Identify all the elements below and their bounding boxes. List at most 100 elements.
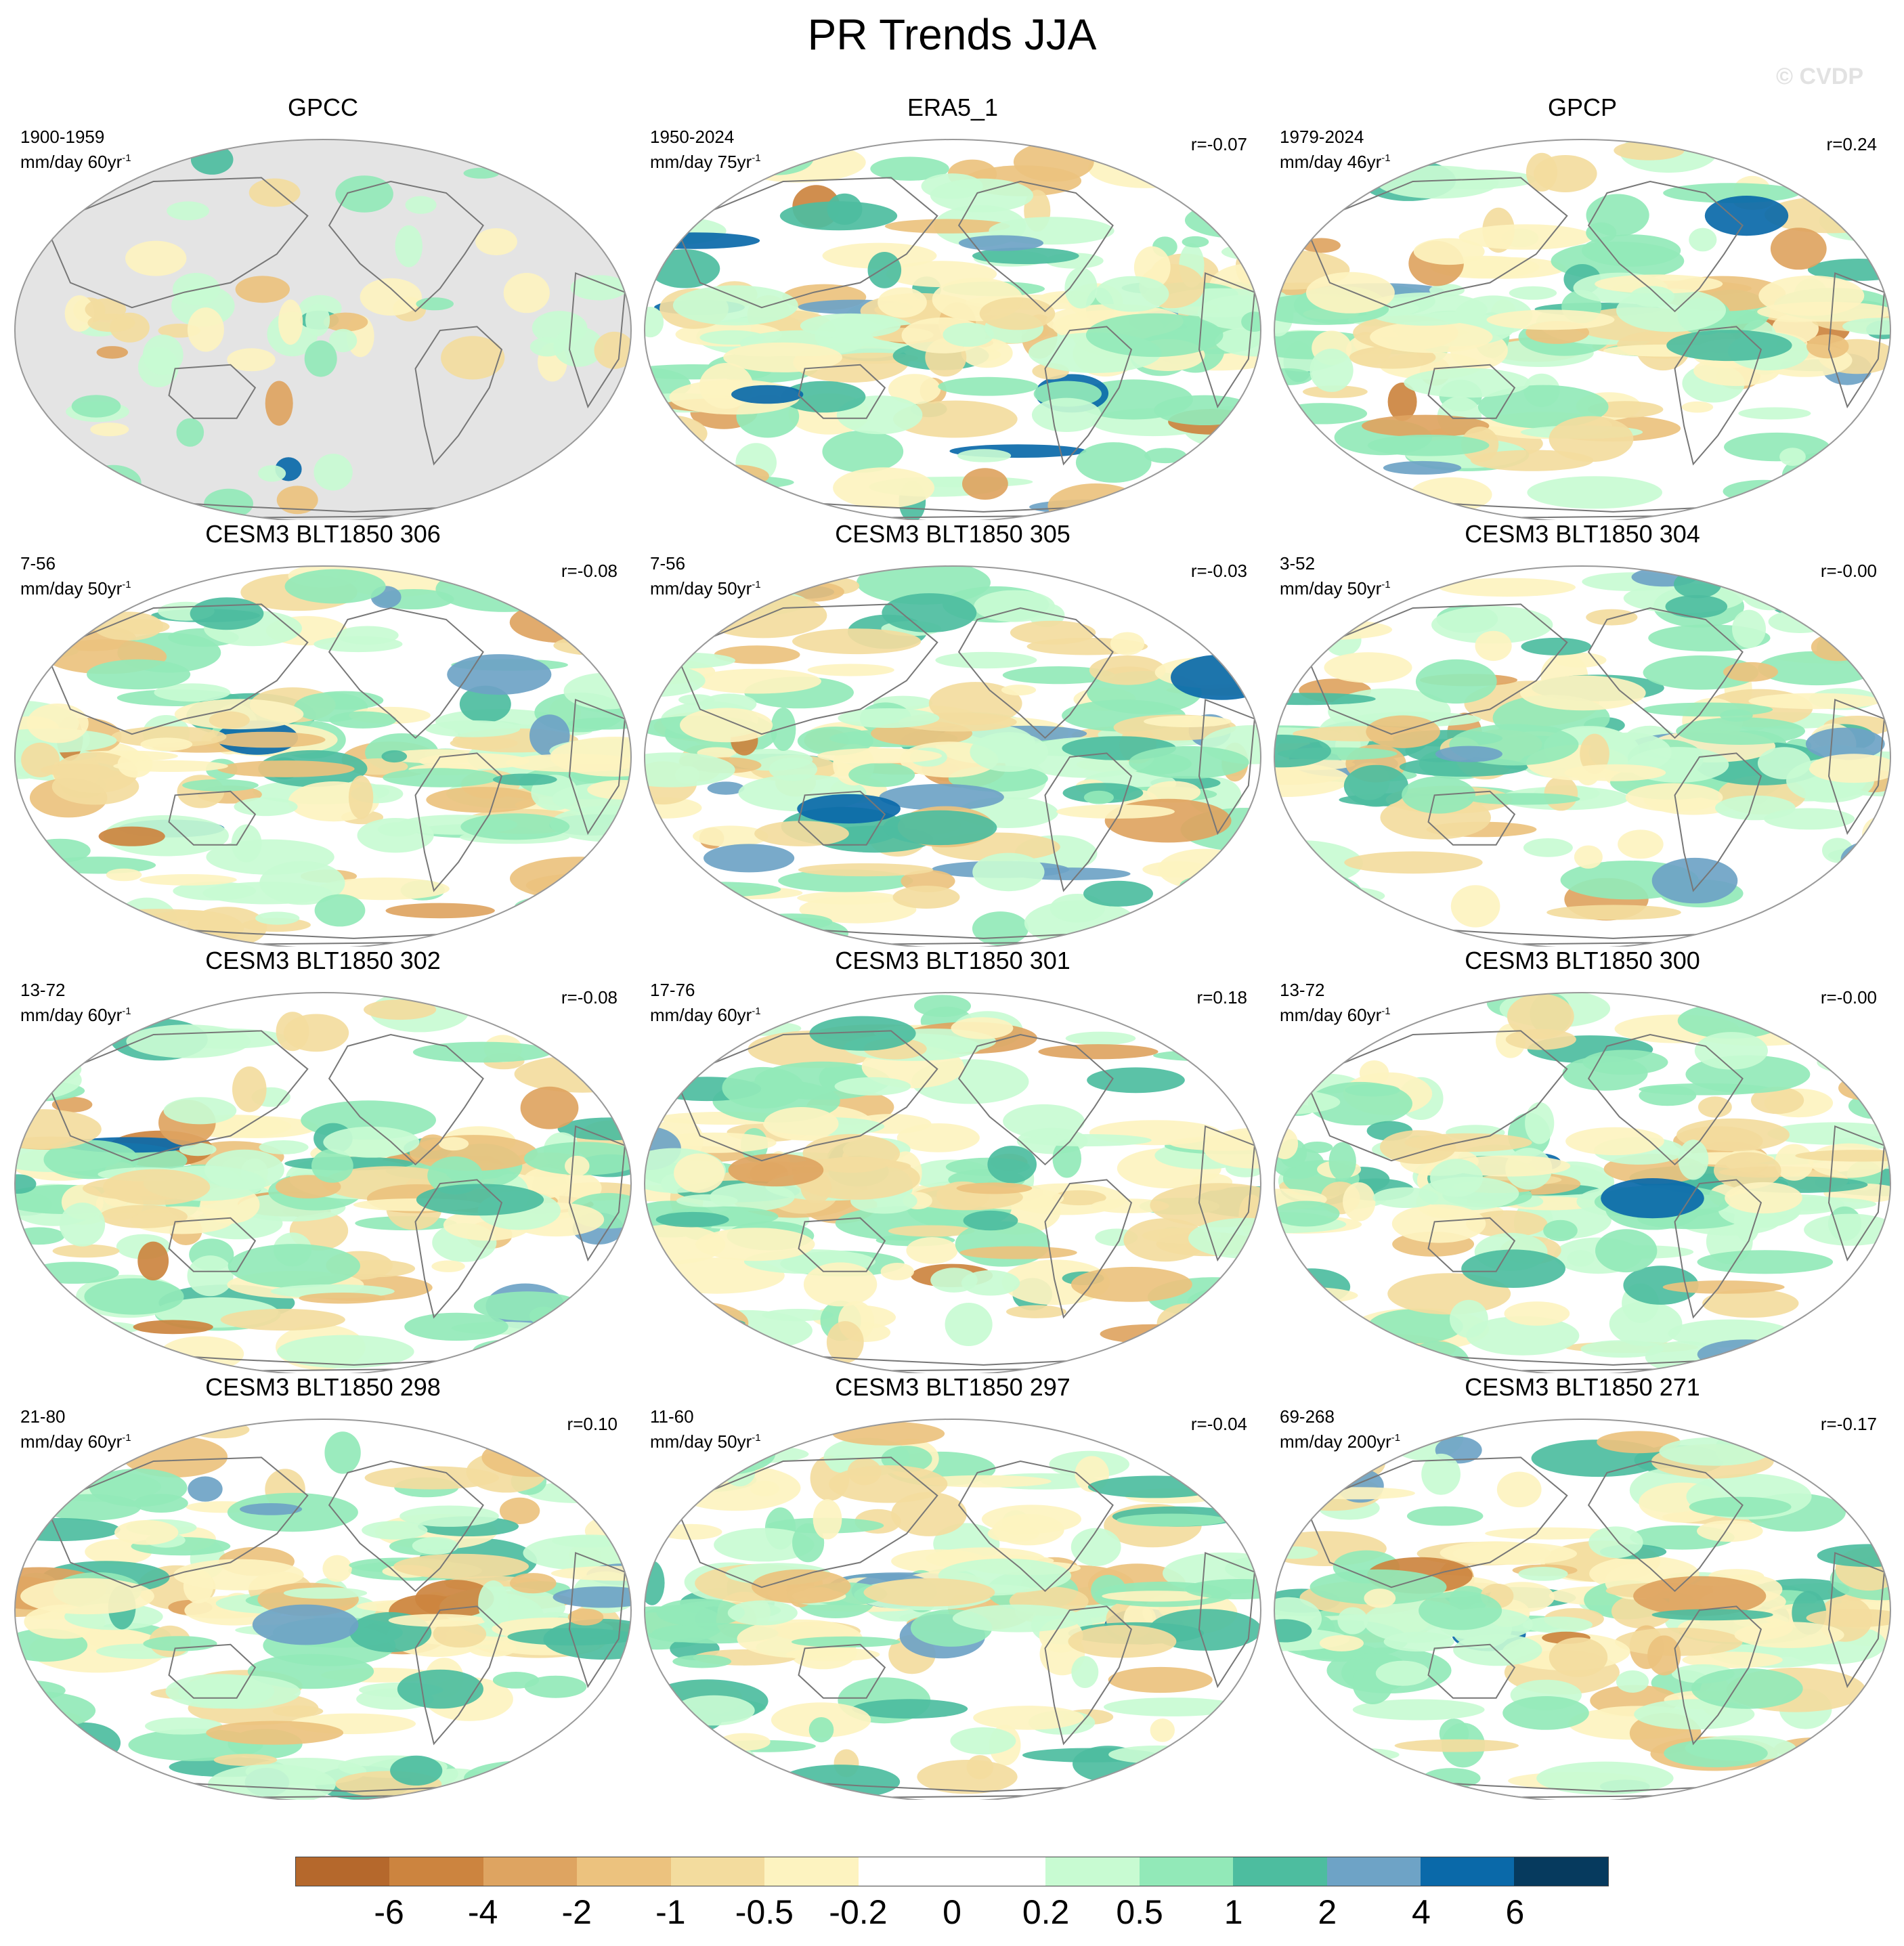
trend-patch <box>833 467 935 509</box>
trend-patch <box>1565 1127 1664 1156</box>
trend-patch <box>47 1722 121 1764</box>
trend-patch <box>15 1109 102 1150</box>
robinson-map <box>14 1419 632 1800</box>
coastline <box>1304 603 1568 735</box>
trend-patch <box>1452 1542 1578 1565</box>
coastline <box>1304 1030 1568 1162</box>
trend-patch <box>1519 675 1646 711</box>
panel-units: mm/day 50yr-1 <box>650 1427 761 1452</box>
trend-patch <box>1439 578 1576 597</box>
trend-patch <box>557 1117 631 1141</box>
coastline <box>168 364 257 419</box>
trend-patch <box>1280 873 1362 914</box>
trend-patch <box>15 1174 37 1194</box>
trend-patch <box>645 1035 693 1075</box>
trend-patch <box>438 1137 469 1151</box>
trend-patch <box>1343 1182 1376 1221</box>
trend-patch <box>1305 272 1395 313</box>
trend-patch <box>1189 899 1261 916</box>
pattern-correlation: r=-0.07 <box>1190 134 1247 154</box>
trend-patch <box>1419 1591 1502 1630</box>
trend-patch <box>1366 715 1440 748</box>
trend-patch <box>1274 1050 1325 1087</box>
trend-patch <box>1751 1086 1804 1115</box>
trend-patch <box>1475 630 1512 662</box>
trend-patch <box>645 1224 726 1265</box>
trend-patch <box>488 910 561 947</box>
trend-patch <box>473 1291 582 1321</box>
coastline <box>1198 1551 1255 1689</box>
trend-patch <box>1536 1761 1674 1795</box>
trend-patch <box>1089 655 1166 685</box>
trend-patch <box>670 1465 801 1511</box>
trend-patch <box>702 464 769 488</box>
trend-patch <box>1006 1305 1066 1318</box>
robinson-map <box>644 139 1261 520</box>
trend-patch <box>693 825 769 847</box>
trend-patch <box>213 1754 278 1767</box>
trend-patch <box>1574 845 1603 869</box>
trend-patch <box>464 1760 590 1796</box>
trend-patch <box>404 1312 509 1341</box>
colorbar <box>295 1857 1609 1886</box>
map-panel: GPCP 1979-2024 mm/day 46yr-1 r=0.24 <box>1268 93 1897 520</box>
trend-patch <box>232 1066 267 1112</box>
trend-patch <box>1804 1312 1890 1331</box>
trend-patch <box>1333 1340 1418 1366</box>
colorbar-swatch <box>951 1857 1046 1886</box>
trend-patch <box>143 1636 217 1651</box>
coastline <box>1587 180 1744 313</box>
coastline <box>1044 1179 1133 1319</box>
coastline <box>45 603 309 735</box>
trend-patch <box>737 1619 863 1658</box>
trend-patch <box>416 297 454 311</box>
units-exponent: -1 <box>752 579 761 590</box>
coastline <box>957 1460 1114 1593</box>
trend-patch <box>1775 1144 1814 1181</box>
trend-patch <box>1052 1139 1081 1178</box>
trend-patch <box>1085 313 1224 358</box>
trend-patch <box>1806 334 1849 359</box>
trend-patch <box>1182 236 1209 248</box>
trend-patch <box>1562 1056 1648 1091</box>
trend-patch <box>792 1523 825 1563</box>
trend-patch <box>1276 886 1385 906</box>
trend-patch <box>1838 1075 1890 1101</box>
panel-period: 11-60 <box>650 1406 694 1427</box>
trend-patch <box>1664 1739 1768 1768</box>
robinson-map <box>1274 992 1891 1373</box>
trend-patch <box>1601 1178 1704 1219</box>
trend-patch <box>126 1024 251 1058</box>
trend-patch <box>594 331 631 369</box>
trend-patch <box>1333 903 1369 920</box>
trend-patch <box>1362 414 1490 437</box>
trend-patch <box>1198 176 1261 219</box>
trend-patch <box>133 1320 213 1335</box>
panel-title: CESM3 BLT1850 305 <box>835 520 1070 548</box>
trend-patch <box>1471 450 1594 471</box>
trend-patch <box>1586 609 1638 626</box>
trend-patch <box>435 566 574 612</box>
trend-patch <box>1773 598 1890 619</box>
trend-patch <box>503 273 550 313</box>
trend-patch <box>142 334 183 375</box>
trend-patch <box>702 502 824 520</box>
trend-patch <box>1466 1316 1580 1356</box>
units-exponent: -1 <box>752 152 761 164</box>
trend-patch <box>492 773 557 786</box>
trend-patch <box>211 731 326 748</box>
trend-patch <box>15 412 47 435</box>
trend-patch <box>1623 1266 1699 1305</box>
trend-patch <box>255 911 300 925</box>
coastline <box>568 1551 626 1689</box>
trend-patch <box>728 1153 824 1187</box>
trend-patch <box>1317 1748 1400 1762</box>
trend-patch <box>1274 1075 1291 1100</box>
trend-patch <box>880 1263 914 1280</box>
trend-patch <box>797 794 901 824</box>
trend-patch <box>888 1225 975 1237</box>
trend-patch <box>1855 1727 1882 1748</box>
trend-patch <box>140 737 193 752</box>
trend-patch <box>832 1421 945 1446</box>
trend-patch <box>1458 224 1593 250</box>
